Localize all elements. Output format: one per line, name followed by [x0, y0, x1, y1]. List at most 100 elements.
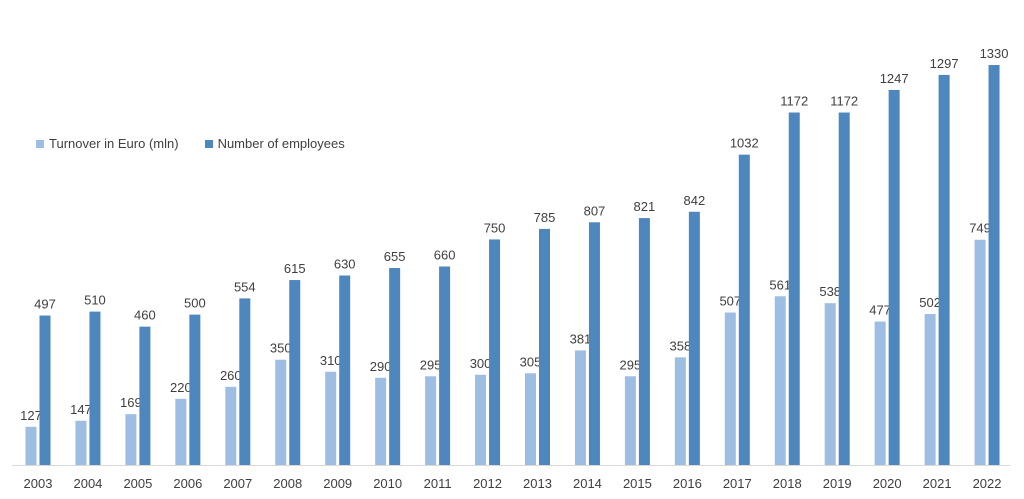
data-label-turnover-2019: 538: [819, 284, 841, 299]
bar-turnover-2008: [275, 359, 287, 465]
bar-turnover-2011: [425, 376, 437, 465]
bar-turnover-2021: [924, 314, 936, 465]
x-tick-label-2008: 2008: [273, 476, 302, 491]
data-label-employees-2014: 807: [584, 203, 606, 218]
bar-employees-2004: [89, 311, 101, 465]
bar-turnover-2014: [574, 350, 586, 465]
x-tick-label-2005: 2005: [123, 476, 152, 491]
x-tick-label-2012: 2012: [473, 476, 502, 491]
bar-turnover-2017: [724, 312, 736, 465]
x-tick-label-2007: 2007: [223, 476, 252, 491]
chart-legend: Turnover in Euro (mln) Number of employe…: [36, 136, 345, 151]
x-tick-label-2011: 2011: [424, 476, 452, 491]
bar-turnover-2015: [624, 376, 636, 465]
bar-employees-2022: [988, 65, 1000, 465]
data-label-employees-2006: 500: [184, 296, 206, 311]
x-tick-label-2016: 2016: [673, 476, 702, 491]
bar-turnover-2010: [375, 377, 387, 465]
data-label-turnover-2014: 381: [570, 331, 592, 346]
legend-swatch-employees: [204, 139, 213, 148]
bar-turnover-2006: [175, 398, 187, 465]
bar-turnover-2004: [75, 420, 87, 465]
bar-turnover-2012: [475, 374, 487, 465]
legend-item-employees: Number of employees: [204, 136, 345, 151]
data-label-employees-2015: 821: [634, 199, 656, 214]
bar-turnover-2009: [325, 371, 337, 465]
x-tick-label-2021: 2021: [923, 476, 952, 491]
data-label-turnover-2009: 310: [320, 353, 342, 368]
data-label-turnover-2006: 220: [170, 380, 192, 395]
x-tick-label-2019: 2019: [823, 476, 852, 491]
data-label-employees-2011: 660: [434, 248, 456, 263]
bar-employees-2006: [189, 314, 201, 465]
bar-turnover-2018: [774, 296, 786, 465]
x-tick-label-2003: 2003: [24, 476, 53, 491]
legend-swatch-turnover: [36, 139, 44, 148]
legend-label-turnover: Turnover in Euro (mln): [49, 136, 179, 151]
bar-turnover-2003: [25, 426, 37, 465]
data-label-employees-2005: 460: [134, 308, 156, 323]
x-tick-label-2017: 2017: [723, 476, 752, 491]
data-label-employees-2009: 630: [334, 257, 356, 272]
bar-employees-2011: [439, 266, 451, 465]
bar-turnover-2022: [974, 239, 986, 465]
data-label-turnover-2017: 507: [719, 294, 741, 309]
bar-turnover-2007: [225, 386, 237, 465]
bar-turnover-2016: [674, 357, 686, 465]
x-tick-label-2013: 2013: [523, 476, 552, 491]
legend-label-employees: Number of employees: [217, 136, 345, 151]
bar-employees-2007: [239, 298, 251, 465]
legend-item-turnover: Turnover in Euro (mln): [36, 136, 179, 151]
data-label-turnover-2007: 260: [220, 368, 242, 383]
data-label-turnover-2013: 305: [520, 354, 542, 369]
x-tick-label-2009: 2009: [323, 476, 352, 491]
data-label-employees-2018: 1172: [780, 94, 808, 109]
data-label-turnover-2018: 561: [769, 277, 791, 292]
data-label-turnover-2005: 169: [120, 395, 142, 410]
data-label-employees-2007: 554: [234, 279, 256, 294]
bar-employees-2015: [638, 218, 650, 465]
x-tick-label-2006: 2006: [173, 476, 202, 491]
x-tick-label-2004: 2004: [73, 476, 102, 491]
bar-turnover-2013: [525, 373, 536, 465]
bar-employees-2008: [289, 280, 301, 465]
bar-turnover-2005: [125, 414, 137, 465]
bar-employees-2009: [339, 275, 351, 465]
data-label-turnover-2020: 477: [869, 303, 891, 318]
data-label-employees-2019: 1172: [830, 94, 858, 109]
data-label-turnover-2016: 358: [669, 338, 691, 353]
data-label-employees-2021: 1297: [930, 56, 959, 71]
data-label-turnover-2003: 127: [20, 408, 42, 423]
bar-employees-2019: [838, 112, 850, 465]
bar-turnover-2020: [874, 321, 886, 465]
data-label-turnover-2015: 295: [620, 357, 642, 372]
bar-employees-2012: [489, 239, 501, 465]
data-label-employees-2008: 615: [284, 261, 306, 276]
bar-employees-2016: [688, 211, 700, 465]
data-label-employees-2004: 510: [84, 293, 106, 308]
bar-turnover-2019: [824, 303, 836, 465]
data-label-employees-2012: 750: [484, 220, 506, 235]
bar-employees-2017: [738, 154, 750, 465]
data-label-turnover-2010: 290: [370, 359, 392, 374]
bar-employees-2010: [389, 268, 401, 465]
data-label-turnover-2008: 350: [270, 341, 292, 356]
bar-employees-2005: [139, 326, 151, 465]
data-label-turnover-2011: 295: [420, 357, 442, 372]
bar-employees-2021: [938, 74, 950, 466]
data-label-employees-2013: 785: [534, 210, 556, 225]
x-tick-label-2010: 2010: [373, 476, 402, 491]
data-label-turnover-2004: 147: [70, 402, 92, 417]
data-label-employees-2020: 1247: [880, 71, 909, 86]
x-tick-label-2020: 2020: [873, 476, 902, 491]
data-label-employees-2022: 1330: [980, 46, 1009, 61]
bar-employees-2003: [39, 315, 51, 465]
bar-employees-2018: [788, 112, 800, 465]
data-label-turnover-2012: 300: [470, 356, 492, 371]
x-tick-label-2018: 2018: [773, 476, 802, 491]
x-tick-label-2014: 2014: [573, 476, 602, 491]
data-label-employees-2003: 497: [34, 297, 56, 312]
data-label-turnover-2021: 502: [919, 295, 941, 310]
data-label-employees-2010: 655: [384, 249, 406, 264]
